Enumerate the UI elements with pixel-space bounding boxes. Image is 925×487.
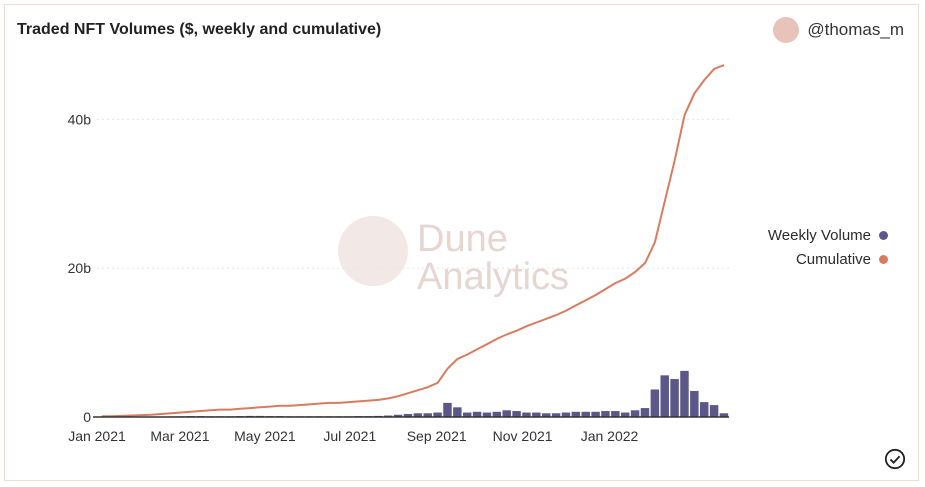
author-name: @thomas_m [807, 20, 904, 39]
weekly-volume-bar[interactable] [472, 411, 482, 417]
legend: Weekly Volume Cumulative [768, 223, 888, 271]
watermark: Dune Analytics [338, 216, 569, 298]
weekly-volume-bar[interactable] [680, 370, 689, 417]
weekly-volume-bar[interactable] [561, 412, 571, 417]
weekly-volume-bar[interactable] [601, 411, 610, 417]
weekly-volume-bar[interactable] [541, 413, 551, 417]
weekly-volume-bar[interactable] [690, 390, 699, 417]
weekly-volume-bar[interactable] [522, 412, 531, 417]
weekly-volume-bar[interactable] [423, 413, 432, 417]
avatar [773, 17, 800, 43]
weekly-volume-bar[interactable] [551, 413, 561, 417]
legend-dot-weekly [879, 230, 888, 240]
weekly-volume-bar[interactable] [709, 405, 719, 417]
legend-item-cumulative[interactable]: Cumulative [768, 247, 888, 271]
legend-item-weekly[interactable]: Weekly Volume [768, 223, 888, 247]
author-badge[interactable]: @thomas_m [773, 17, 904, 43]
weekly-volume-bar[interactable] [620, 412, 630, 417]
x-tick-label: Jul 2021 [323, 428, 376, 444]
weekly-volume-bar[interactable] [719, 413, 729, 417]
weekly-volume-bar[interactable] [462, 412, 472, 417]
cumulative-line[interactable] [101, 64, 725, 418]
weekly-volume-bar[interactable] [532, 412, 541, 417]
weekly-volume-bar[interactable] [433, 412, 442, 417]
weekly-volume-bar[interactable] [581, 411, 590, 417]
weekly-volume-bar[interactable] [453, 407, 462, 417]
x-tick-label: Jan 2021 [68, 428, 126, 444]
watermark-line1: Dune [417, 218, 508, 260]
weekly-volume-bar[interactable] [492, 411, 502, 417]
weekly-volume-bar[interactable] [670, 379, 679, 417]
weekly-volume-bar[interactable] [591, 411, 600, 417]
legend-label-cumulative: Cumulative [795, 250, 871, 268]
legend-label-weekly: Weekly Volume [767, 226, 871, 244]
x-tick-label: Sep 2021 [407, 428, 467, 444]
chart-title: Traded NFT Volumes ($, weekly and cumula… [17, 21, 382, 38]
watermark-line2: Analytics [417, 256, 569, 298]
chart-card: Traded NFT Volumes ($, weekly and cumula… [4, 4, 919, 481]
y-tick-label: 20b [68, 260, 92, 276]
chart-canvas: Dune Analytics 0 20b 40b Jan 2021 Mar 2021 Ma… [68, 64, 729, 444]
weekly-volume-bar[interactable] [403, 414, 413, 417]
weekly-volume-bar[interactable] [502, 410, 511, 417]
weekly-volume-bar[interactable] [640, 408, 650, 417]
watermark-logo-icon [338, 216, 408, 286]
y-tick-label: 40b [68, 111, 92, 127]
x-tick-label: Nov 2021 [493, 428, 553, 444]
weekly-volume-bar[interactable] [699, 402, 709, 417]
weekly-volume-bar[interactable] [512, 411, 521, 417]
x-tick-label: May 2021 [234, 428, 296, 444]
x-tick-label: Mar 2021 [150, 428, 209, 444]
weekly-volume-bar[interactable] [482, 412, 492, 417]
weekly-volume-bar[interactable] [650, 389, 660, 417]
weekly-volume-bar[interactable] [393, 414, 403, 417]
weekly-volume-bar[interactable] [630, 410, 640, 417]
weekly-volume-bar[interactable] [611, 411, 620, 417]
y-tick-label: 0 [83, 409, 91, 425]
weekly-volume-bar[interactable] [413, 413, 423, 417]
legend-dot-cumulative [879, 254, 888, 264]
check-circle-icon[interactable] [884, 448, 906, 470]
weekly-volume-bar[interactable] [443, 402, 452, 417]
x-tick-label: Jan 2022 [581, 428, 639, 444]
weekly-volume-bar[interactable] [660, 375, 669, 417]
weekly-volume-bar[interactable] [571, 411, 581, 417]
